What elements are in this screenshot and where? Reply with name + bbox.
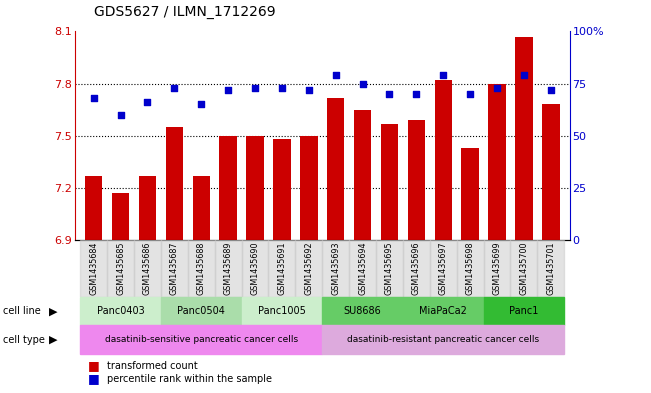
Bar xyxy=(376,240,403,297)
Point xyxy=(169,84,180,91)
Text: GSM1435697: GSM1435697 xyxy=(439,242,448,296)
Bar xyxy=(242,297,322,325)
Text: GSM1435688: GSM1435688 xyxy=(197,242,206,295)
Bar xyxy=(537,240,564,297)
Bar xyxy=(139,176,156,240)
Point xyxy=(115,112,126,118)
Bar xyxy=(296,240,322,297)
Bar xyxy=(434,80,452,240)
Point xyxy=(465,91,475,97)
Text: dasatinib-sensitive pancreatic cancer cells: dasatinib-sensitive pancreatic cancer ce… xyxy=(105,335,298,344)
Text: SU8686: SU8686 xyxy=(344,306,381,316)
Text: GSM1435696: GSM1435696 xyxy=(412,242,421,295)
Point xyxy=(384,91,395,97)
Bar xyxy=(273,139,290,240)
Point xyxy=(223,87,233,93)
Point xyxy=(546,87,556,93)
Bar xyxy=(80,325,322,354)
Text: GSM1435687: GSM1435687 xyxy=(170,242,179,295)
Point xyxy=(196,101,206,108)
Bar xyxy=(327,97,344,240)
Point xyxy=(303,87,314,93)
Text: cell line: cell line xyxy=(3,306,41,316)
Text: percentile rank within the sample: percentile rank within the sample xyxy=(107,374,272,384)
Bar xyxy=(161,297,242,325)
Text: GDS5627 / ILMN_1712269: GDS5627 / ILMN_1712269 xyxy=(94,5,276,19)
Bar xyxy=(430,240,457,297)
Bar xyxy=(403,297,484,325)
Text: GSM1435700: GSM1435700 xyxy=(519,242,529,295)
Bar xyxy=(80,240,107,297)
Point xyxy=(89,95,99,101)
Text: ■: ■ xyxy=(88,372,100,386)
Bar xyxy=(322,297,403,325)
Bar xyxy=(268,240,296,297)
Bar xyxy=(457,240,484,297)
Bar xyxy=(515,37,533,240)
Text: GSM1435699: GSM1435699 xyxy=(493,242,501,296)
Text: GSM1435701: GSM1435701 xyxy=(546,242,555,295)
Bar xyxy=(354,110,371,240)
Text: GSM1435685: GSM1435685 xyxy=(116,242,125,295)
Text: ■: ■ xyxy=(88,359,100,373)
Text: Panc1: Panc1 xyxy=(509,306,538,316)
Point xyxy=(143,99,153,106)
Bar xyxy=(85,176,102,240)
Bar xyxy=(165,127,183,240)
Bar xyxy=(403,240,430,297)
Text: GSM1435692: GSM1435692 xyxy=(304,242,313,296)
Text: Panc0403: Panc0403 xyxy=(97,306,145,316)
Point xyxy=(411,91,422,97)
Text: GSM1435695: GSM1435695 xyxy=(385,242,394,296)
Text: dasatinib-resistant pancreatic cancer cells: dasatinib-resistant pancreatic cancer ce… xyxy=(347,335,539,344)
Bar xyxy=(242,240,268,297)
Bar xyxy=(187,240,215,297)
Text: GSM1435684: GSM1435684 xyxy=(89,242,98,295)
Point xyxy=(331,72,341,79)
Bar xyxy=(322,240,349,297)
Bar xyxy=(112,193,130,240)
Bar xyxy=(488,84,506,240)
Point xyxy=(357,81,368,87)
Bar xyxy=(161,240,187,297)
Point xyxy=(277,84,287,91)
Point xyxy=(438,72,449,79)
Bar xyxy=(381,124,398,240)
Point xyxy=(519,72,529,79)
Text: GSM1435698: GSM1435698 xyxy=(465,242,475,295)
Text: Panc0504: Panc0504 xyxy=(177,306,225,316)
Text: cell type: cell type xyxy=(3,334,45,345)
Bar xyxy=(215,240,242,297)
Bar xyxy=(484,240,510,297)
Text: GSM1435693: GSM1435693 xyxy=(331,242,340,295)
Bar xyxy=(219,136,237,240)
Text: GSM1435686: GSM1435686 xyxy=(143,242,152,295)
Text: GSM1435694: GSM1435694 xyxy=(358,242,367,295)
Text: ▶: ▶ xyxy=(49,334,57,345)
Bar xyxy=(300,136,318,240)
Bar xyxy=(134,240,161,297)
Point xyxy=(492,84,502,91)
Bar xyxy=(322,325,564,354)
Text: GSM1435690: GSM1435690 xyxy=(251,242,260,295)
Bar xyxy=(246,136,264,240)
Bar xyxy=(408,120,425,240)
Text: GSM1435689: GSM1435689 xyxy=(224,242,232,295)
Bar xyxy=(80,297,161,325)
Text: MiaPaCa2: MiaPaCa2 xyxy=(419,306,467,316)
Bar xyxy=(462,148,479,240)
Bar xyxy=(193,176,210,240)
Text: Panc1005: Panc1005 xyxy=(258,306,306,316)
Bar xyxy=(510,240,537,297)
Bar xyxy=(107,240,134,297)
Bar xyxy=(349,240,376,297)
Bar xyxy=(542,105,560,240)
Text: transformed count: transformed count xyxy=(107,361,198,371)
Point xyxy=(250,84,260,91)
Text: ▶: ▶ xyxy=(49,306,57,316)
Text: GSM1435691: GSM1435691 xyxy=(277,242,286,295)
Bar xyxy=(484,297,564,325)
